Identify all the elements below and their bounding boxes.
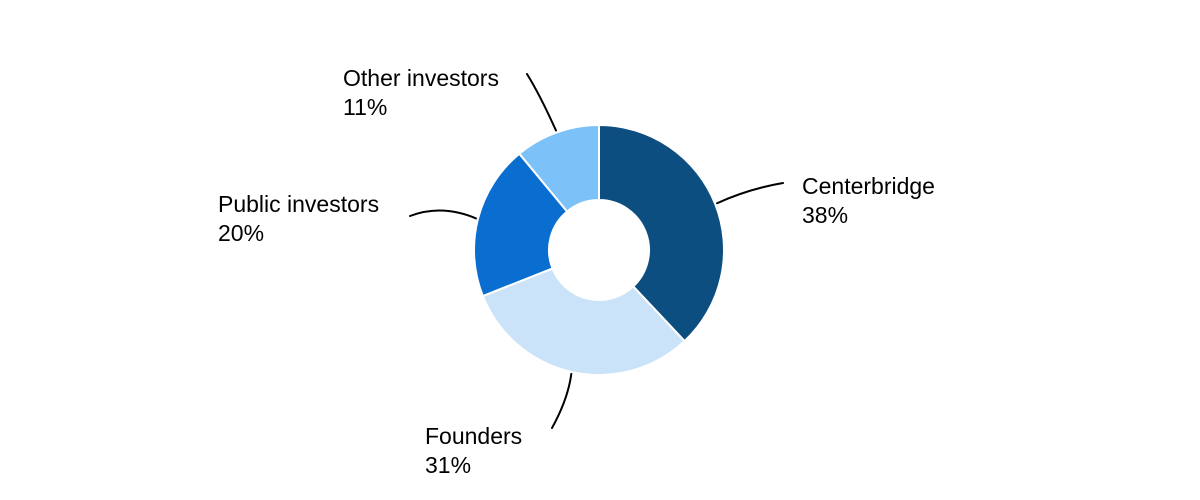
slice-label-percent: 20%	[218, 220, 265, 246]
slice-label-name: Founders	[425, 423, 523, 449]
leader-line-public-investors	[409, 209, 477, 220]
callout-founders: Founders 31%	[425, 422, 522, 480]
slice-label-percent: 11%	[343, 94, 388, 120]
slice-label-percent: 38%	[802, 202, 849, 228]
leader-line-other-investors	[526, 73, 557, 132]
callout-centerbridge: Centerbridge 38%	[802, 172, 935, 230]
slice-founders	[481, 267, 686, 376]
callout-other-investors: Other investors 11%	[343, 64, 499, 122]
slice-centerbridge	[598, 124, 725, 343]
slice-public-investors	[473, 152, 569, 298]
callout-public-investors: Public investors 20%	[218, 190, 379, 248]
leader-lines	[409, 73, 784, 429]
donut-slices	[473, 124, 725, 376]
slice-label-name: Other investors	[343, 65, 499, 91]
leader-line-centerbridge	[716, 182, 784, 205]
leader-line-founders	[551, 372, 573, 429]
slice-label-percent: 31%	[425, 452, 472, 478]
slice-other-investors	[518, 124, 600, 213]
slice-label-name: Centerbridge	[802, 173, 935, 199]
slice-label-name: Public investors	[218, 191, 380, 217]
